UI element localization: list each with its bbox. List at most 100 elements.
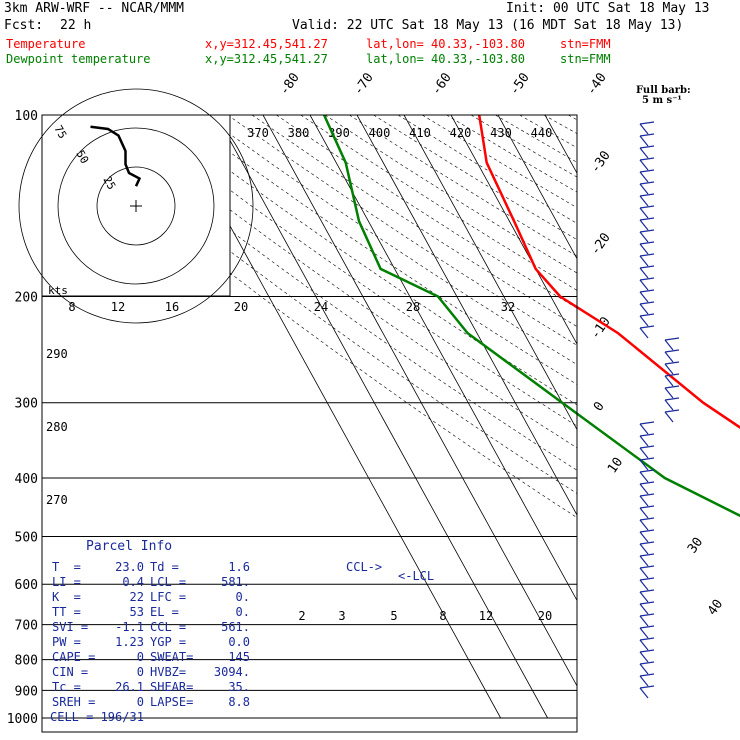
wind-barb (639, 289, 655, 293)
wind-barb (639, 685, 655, 689)
wind-barb (639, 169, 655, 173)
theta-label: 400 (369, 126, 391, 140)
wind-barb (664, 411, 674, 423)
hodograph-ring (18, 88, 254, 324)
model-title: 3km ARW-WRF -- NCAR/MMM (4, 1, 185, 16)
wind-barb (639, 445, 655, 449)
wind-barb (639, 589, 655, 593)
pressure-label: 500 (15, 530, 38, 545)
wind-barb (639, 435, 649, 447)
pressure-label: 700 (15, 619, 38, 634)
isotherm-label: -60 (429, 70, 455, 98)
pressure-label: 800 (15, 654, 38, 669)
pressure-label: 1000 (7, 712, 38, 727)
speed-tick-label: 24 (314, 300, 328, 314)
isotherm-label: -40 (584, 70, 610, 98)
wind-barb (639, 471, 649, 483)
parcel-cell-0: T = (52, 560, 81, 574)
ccl-annotation: CCL-> (346, 560, 383, 574)
wind-barb (639, 579, 649, 591)
plot-frame (41, 114, 578, 733)
dry-adiabat (203, 115, 577, 365)
parcel-cell-1: 26.1 (115, 680, 144, 694)
wind-barb (639, 615, 649, 627)
legend-temperature-xy: x,y=312.45,541.27 (205, 37, 328, 51)
parcel-row: LI = 0.4 LCL = 581. (46, 575, 250, 590)
parcel-cell-3: 3094. (213, 665, 250, 679)
wind-barb (639, 687, 649, 699)
wind-barb (639, 277, 655, 281)
parcel-cell-2: EL = (150, 605, 179, 619)
isotherm-label: 30 (685, 535, 706, 556)
wind-barb (639, 193, 655, 197)
wind-barb (639, 483, 649, 495)
parcel-cell-0: LI = (52, 575, 81, 589)
pressure-label: 100 (15, 109, 38, 124)
wind-barb (639, 255, 649, 267)
hodograph-trace (90, 125, 142, 187)
wind-barbs (639, 121, 680, 699)
wind-barb (639, 291, 649, 303)
mixing-ratio-label: 12 (479, 609, 493, 623)
parcel-cell-0: TT = (52, 605, 81, 619)
parcel-cell-3: 8.8 (228, 695, 250, 709)
legend-temperature-latlon: lat,lon= 40.33,-103.80 (366, 37, 525, 51)
parcel-cell-2: CCL = (150, 620, 187, 634)
legend-temperature-stn: stn=FMM (560, 37, 611, 51)
pressure-label: 300 (15, 397, 38, 412)
hodograph-ring-label: 50 (73, 148, 91, 166)
wind-barb (639, 649, 655, 653)
parcel-cell-0: SVI = (52, 620, 89, 634)
wind-barb (639, 661, 655, 665)
mixing-ratio-label: 2 (298, 609, 305, 623)
parcel-cell-2: HVBZ= (150, 665, 187, 679)
wind-barb (639, 315, 649, 327)
wind-barb (639, 531, 649, 543)
theta-label: 380 (288, 126, 310, 140)
parcel-cell-0: SREH = (52, 695, 96, 709)
wind-barb (639, 459, 649, 471)
wind-barb (639, 565, 655, 569)
parcel-cell-0: Tc = (52, 680, 81, 694)
parcel-row: T = 23.0 Td = 1.6 (46, 560, 250, 575)
wind-barb (639, 603, 649, 615)
wind-barb (639, 637, 655, 641)
wind-barb (639, 639, 649, 651)
isotherm-line (733, 115, 740, 718)
pressure-label: 900 (15, 684, 38, 699)
parcel-cell-1: 22 (129, 590, 144, 604)
barb-key-line2: 5 m s⁻¹ (642, 95, 682, 106)
hodograph-ring (96, 166, 176, 246)
wind-barb (639, 327, 649, 339)
wind-barb (639, 529, 655, 533)
barb-key-line1: Full barb: (636, 85, 691, 96)
parcel-row: Tc = 26.1 SHEAR= 35. (46, 680, 250, 695)
wind-barb (639, 505, 655, 509)
parcel-cell-1: 53 (129, 605, 144, 619)
isotherm-label: -20 (588, 230, 614, 258)
wind-barb (639, 121, 655, 125)
wind-barb (639, 495, 649, 507)
parcel-cell-2: YGP = (150, 635, 187, 649)
parcel-info-table: T = 23.0 Td = 1.6 LI = 0.4 LCL = 581. K = 22 LFC =… (46, 560, 250, 710)
wind-barb (639, 145, 655, 149)
wind-barb (639, 493, 655, 497)
isotherm-line (356, 115, 577, 516)
wind-barb (664, 409, 680, 413)
parcel-cell-0: CAPE = (52, 650, 96, 664)
lcl-annotation: <-LCL (398, 569, 435, 583)
parcel-cell-3: 35. (228, 680, 250, 694)
isotherm-label: 40 (705, 597, 726, 618)
wind-barb (639, 219, 649, 231)
temperature-trace (477, 114, 740, 429)
forecast-label: Fcst: (4, 18, 44, 33)
isotherm-label: -50 (507, 70, 533, 98)
hodograph-ring-label: 25 (100, 174, 118, 192)
wind-barb (639, 231, 649, 243)
parcel-cell-3: 0. (235, 590, 250, 604)
wind-barb (639, 207, 649, 219)
parcel-cell-0: PW = (52, 635, 81, 649)
wind-barb (639, 627, 649, 639)
wind-barb (639, 183, 649, 195)
parcel-row: TT = 53 EL = 0. (46, 605, 250, 620)
